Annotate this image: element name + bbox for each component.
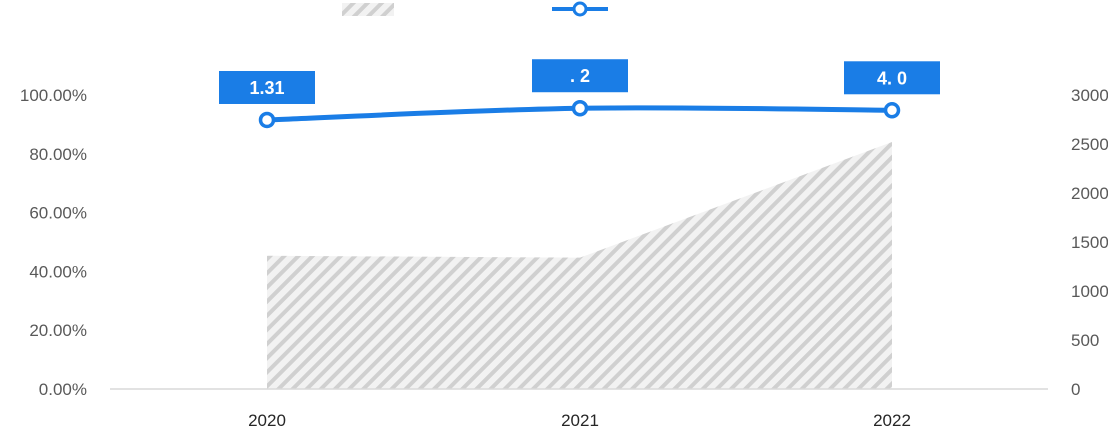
right-tick-label: 3000 [1071, 86, 1108, 105]
line-marker [258, 111, 276, 129]
x-tick-label: 2022 [873, 411, 911, 430]
left-tick-label: 100.00% [20, 86, 87, 105]
x-tick-label: 2020 [248, 411, 286, 430]
right-tick-label: 2000 [1071, 184, 1108, 203]
left-axis: 0.00% 20.00% 40.00% 60.00% 80.00% 100.00% [20, 86, 87, 399]
legend-line-marker [572, 1, 588, 17]
area-series [267, 142, 892, 389]
right-tick-label: 1000 [1071, 282, 1108, 301]
x-axis: 2020 2021 2022 [248, 411, 911, 430]
left-tick-label: 40.00% [29, 262, 87, 281]
data-label-box [219, 70, 315, 104]
data-labels: 1.31 . 2 4. 0 [219, 59, 940, 104]
data-label-text: 4. 0 [877, 68, 907, 88]
line-marker [571, 99, 589, 117]
left-tick-label: 0.00% [39, 380, 87, 399]
area-fill [267, 142, 892, 389]
data-label-box [532, 59, 628, 93]
legend [342, 1, 608, 17]
right-tick-label: 2500 [1071, 135, 1108, 154]
right-axis: 0 500 1000 1500 2000 2500 3000 [1071, 86, 1108, 399]
left-tick-label: 20.00% [29, 321, 87, 340]
data-label-text: 1.31 [249, 78, 284, 98]
right-tick-label: 500 [1071, 331, 1099, 350]
right-tick-label: 1500 [1071, 233, 1108, 252]
right-tick-label: 0 [1071, 380, 1080, 399]
line-marker [883, 102, 901, 119]
data-label-box [844, 61, 940, 95]
left-tick-label: 80.00% [29, 145, 87, 164]
x-tick-label: 2021 [561, 411, 599, 430]
data-label-text: . 2 [570, 66, 590, 86]
left-tick-label: 60.00% [29, 204, 87, 223]
legend-area-swatch [342, 3, 394, 16]
line-series [258, 99, 901, 129]
